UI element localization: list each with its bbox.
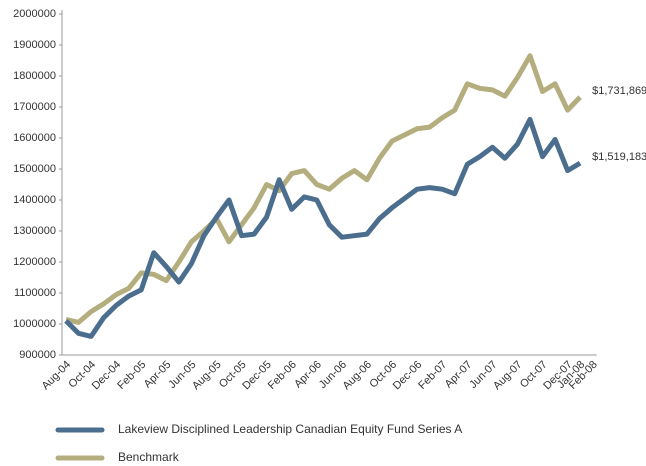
y-tick-label: 1100000 <box>14 287 56 299</box>
series-line <box>64 116 582 339</box>
y-tick-label: 1900000 <box>13 39 56 51</box>
x-tick-label: Feb-06 <box>266 359 299 392</box>
legend-label: Benchmark <box>118 450 180 464</box>
x-tick-label: Feb-05 <box>115 359 148 392</box>
y-tick-label: 1800000 <box>13 70 56 82</box>
legend-label: Lakeview Disciplined Leadership Canadian… <box>118 422 462 436</box>
y-tick-label: 1300000 <box>13 225 56 237</box>
y-tick-label: 1500000 <box>13 163 56 175</box>
legend: Lakeview Disciplined Leadership Canadian… <box>55 422 462 464</box>
y-tick-label: 1200000 <box>13 256 56 268</box>
y-tick-label: 900000 <box>19 349 56 361</box>
y-tick-label: 1400000 <box>13 194 56 206</box>
end-label: $1,731,869 <box>592 85 646 97</box>
y-tick-label: 1700000 <box>13 101 56 113</box>
y-tick-label: 2000000 <box>13 8 56 20</box>
end-label: $1,519,183 <box>592 151 646 163</box>
y-tick-label: 1000000 <box>13 318 56 330</box>
x-tick-label: Aug-04 <box>40 359 74 393</box>
y-tick-label: 1600000 <box>13 132 56 144</box>
series-line <box>65 53 582 325</box>
x-tick-label: Feb-07 <box>416 359 449 392</box>
